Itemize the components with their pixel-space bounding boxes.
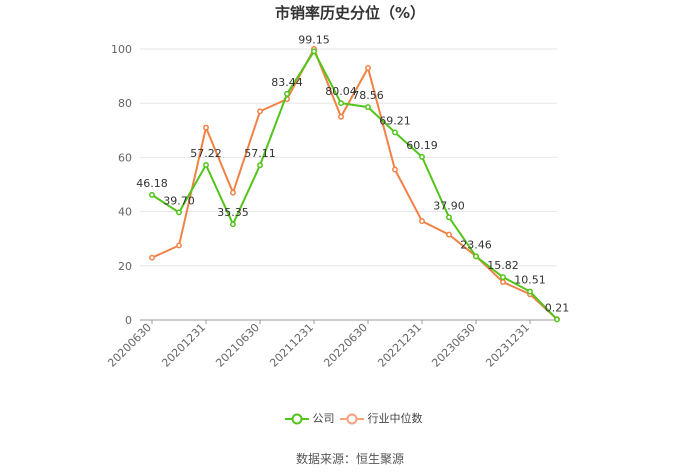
chart-title: 市销率历史分位（%） (274, 4, 426, 22)
data-label: 60.19 (406, 139, 438, 152)
industry-point (365, 65, 371, 71)
data-label: 23.46 (460, 238, 492, 251)
legend-industry-label: 行业中位数 (367, 412, 423, 425)
company-point (392, 129, 398, 136)
company-point (230, 221, 236, 228)
company-point (473, 253, 479, 260)
industry-line (151, 46, 558, 320)
industry-point (338, 113, 344, 120)
y-tick-label: 0 (125, 314, 132, 327)
company-point (149, 191, 155, 198)
legend-industry[interactable]: 行业中位数 (340, 410, 423, 426)
industry-point (419, 218, 425, 225)
industry-point (230, 189, 236, 196)
company-point (527, 288, 533, 295)
industry-point (392, 166, 398, 173)
x-tick-label: 20221231 (375, 321, 424, 370)
company-point (284, 90, 290, 97)
data-label: 57.22 (190, 147, 222, 160)
x-tick-label: 20220630 (321, 321, 370, 370)
data-label: 57.11 (244, 147, 276, 160)
legend-company[interactable]: 公司 (285, 410, 335, 426)
y-tick-label: 100 (111, 43, 132, 56)
y-tick-label: 40 (118, 206, 132, 219)
company-point (338, 100, 344, 107)
x-tick-label: 20230630 (429, 321, 478, 370)
industry-point (176, 242, 182, 249)
data-label: 80.04 (325, 85, 357, 98)
company-point (446, 214, 452, 221)
data-source: 数据来源：恒生聚源 (295, 452, 404, 466)
company-point (257, 162, 263, 169)
company-point (176, 209, 182, 216)
data-label: 10.51 (514, 274, 546, 287)
x-tick-label: 20231231 (483, 321, 532, 370)
y-tick-label: 20 (118, 260, 132, 273)
legend-company-icon (285, 413, 309, 425)
company-point (203, 161, 209, 168)
data-label: 69.21 (379, 114, 411, 127)
data-label: 37.90 (433, 199, 465, 212)
company-point (311, 48, 317, 55)
industry-point (500, 279, 506, 286)
company-point (365, 104, 371, 111)
industry-point (203, 124, 209, 131)
x-tick-label: 20210630 (213, 321, 262, 370)
company-line (151, 49, 558, 321)
data-label: 78.56 (352, 89, 384, 102)
legend-company-label: 公司 (312, 412, 335, 425)
data-label: 46.18 (136, 177, 168, 190)
industry-point (257, 108, 263, 115)
data-label: 83.44 (271, 76, 303, 89)
x-tick-label: 20200630 (105, 321, 154, 370)
data-label: 35.35 (217, 206, 249, 219)
data-label: 39.70 (163, 194, 195, 207)
x-tick-label: 20211231 (267, 321, 316, 370)
industry-point (149, 254, 155, 261)
legend-industry-icon (340, 413, 364, 425)
company-point (554, 316, 560, 323)
industry-point (446, 231, 452, 238)
data-label: 15.82 (487, 259, 519, 272)
y-tick-label: 60 (118, 151, 132, 164)
company-point (419, 153, 425, 160)
data-label: 0.21 (545, 301, 570, 314)
x-tick-label: 20201231 (159, 321, 208, 370)
data-label: 99.15 (298, 33, 330, 46)
company-point (500, 274, 506, 281)
y-tick-label: 80 (118, 97, 132, 110)
